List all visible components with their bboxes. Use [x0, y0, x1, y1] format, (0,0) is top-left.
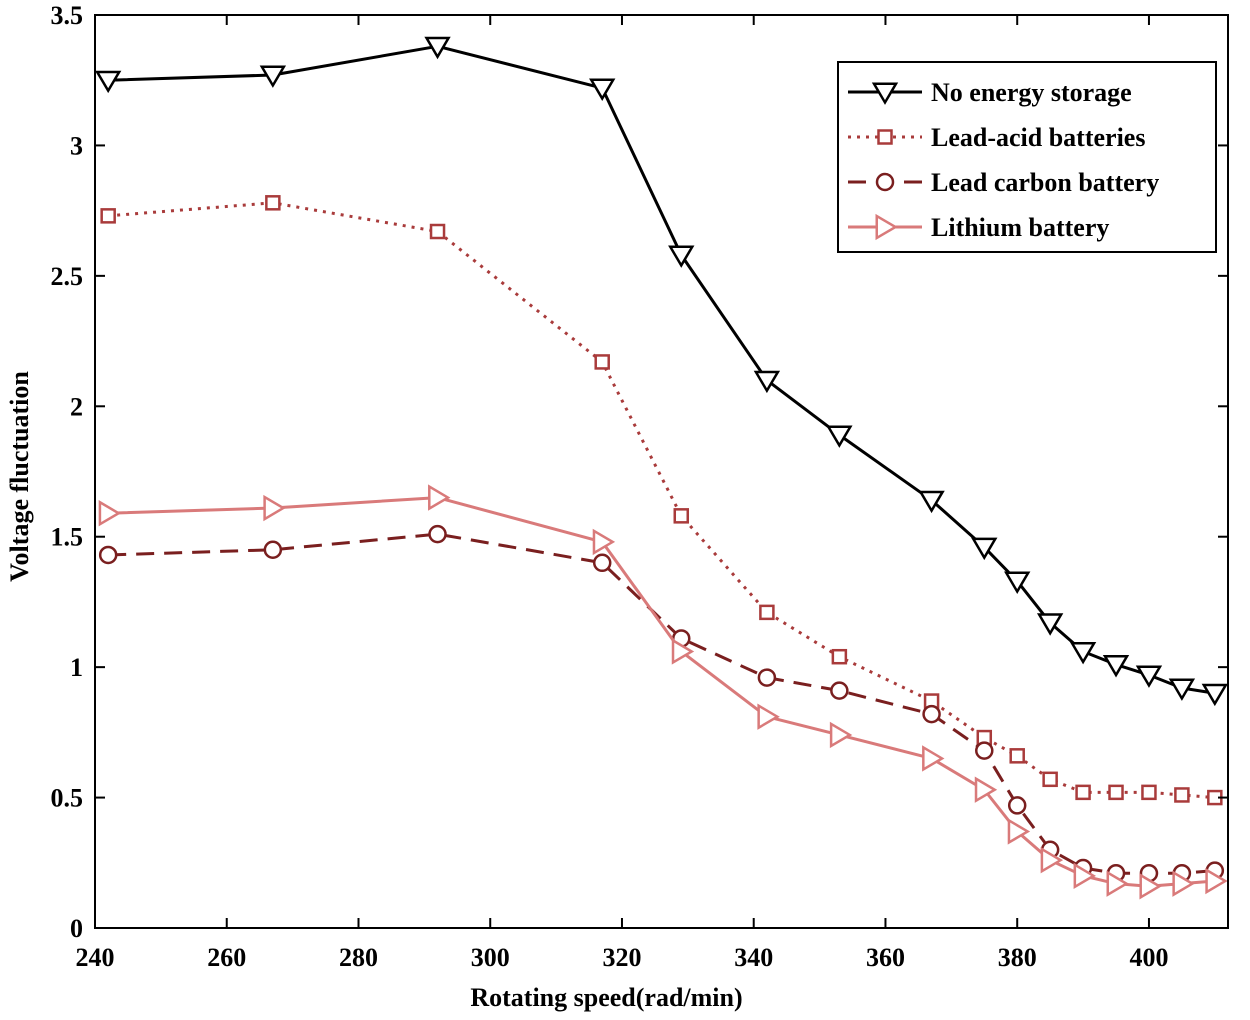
data-point: [1069, 641, 1097, 665]
data-point: [1075, 784, 1091, 801]
data-point: [757, 668, 777, 687]
data-point: [428, 484, 451, 511]
y-tick-label: 3.5: [51, 1, 84, 30]
x-tick-label: 300: [471, 943, 510, 972]
x-tick-label: 360: [866, 943, 905, 972]
data-point: [918, 490, 945, 514]
y-tick-label: 0.5: [51, 784, 84, 813]
x-tick-label: 400: [1129, 943, 1168, 972]
legend: No energy storage Lead-acid batteries Lead…: [837, 61, 1217, 253]
legend-label: Lithium battery: [931, 213, 1109, 242]
y-tick-label: 2.5: [51, 262, 84, 291]
series-line: [108, 44, 1216, 695]
legend-entry: Lead carbon battery: [848, 168, 1159, 197]
data-point: [1007, 796, 1027, 815]
legend-box: [837, 61, 1217, 253]
data-point: [1139, 873, 1162, 900]
data-point: [671, 638, 695, 665]
axes: 240 260 280 300 320 340 360 380 400 0 0.5 1 1.5 2 2.5 3…: [5, 1, 1229, 1012]
data-point: [263, 494, 286, 522]
data-point: [98, 500, 122, 527]
data-point: [1073, 862, 1096, 890]
data-point: [594, 354, 610, 370]
data-point: [100, 208, 116, 224]
data-point: [1172, 870, 1195, 897]
data-point: [1042, 771, 1058, 788]
data-point: [263, 540, 283, 560]
data-point: [1102, 655, 1130, 678]
data-point: [259, 65, 287, 88]
legend-marker: [877, 129, 893, 145]
data-point: [975, 741, 994, 760]
series-line: [108, 532, 1215, 875]
data-point: [1106, 870, 1129, 897]
x-tick-label: 340: [734, 943, 773, 972]
series-no-energy-storage: [94, 36, 1229, 707]
data-point: [668, 245, 695, 268]
y-tick-label: 2: [70, 392, 83, 421]
data-point: [1108, 784, 1124, 801]
data-point: [1004, 571, 1031, 594]
y-tick-label: 1.5: [51, 523, 84, 552]
data-point: [589, 78, 616, 101]
data-point: [592, 528, 616, 556]
legend-label: No energy storage: [931, 78, 1132, 107]
series-lead-carbon-battery: [98, 524, 1225, 883]
data-point: [826, 425, 853, 448]
data-point: [971, 537, 998, 561]
data-point: [429, 223, 446, 240]
legend-entry: Lithium battery: [848, 213, 1109, 242]
data-point: [922, 704, 941, 724]
series-line: [108, 201, 1215, 800]
data-point: [922, 745, 945, 772]
data-point: [673, 508, 690, 524]
data-point: [1135, 665, 1163, 688]
legend-entry: Lead-acid batteries: [848, 123, 1145, 152]
data-point: [1201, 683, 1229, 707]
y-tick-label: 3: [70, 131, 83, 160]
x-tick-label: 320: [602, 943, 641, 972]
legend-label: Lead-acid batteries: [931, 123, 1145, 152]
data-point: [753, 370, 781, 394]
data-point: [1009, 748, 1025, 764]
x-tick-label: 240: [76, 943, 115, 972]
x-tick-label: 380: [998, 943, 1037, 972]
data-point: [592, 553, 612, 573]
x-tick-label: 260: [207, 943, 246, 972]
legend-marker: [875, 172, 895, 192]
x-axis-title: Rotating speed(rad/min): [470, 983, 742, 1012]
data-point: [1007, 818, 1031, 845]
data-point: [974, 776, 998, 803]
data-point: [424, 36, 451, 60]
data-point: [98, 545, 118, 565]
data-point: [1040, 846, 1064, 874]
y-axis-title: Voltage fluctuation: [5, 371, 34, 582]
x-tick-label: 280: [339, 943, 378, 972]
data-point: [829, 721, 853, 749]
data-point: [428, 524, 447, 544]
data-point: [1168, 678, 1196, 701]
data-point: [831, 648, 848, 665]
data-point: [265, 195, 281, 211]
data-point: [1141, 784, 1157, 801]
legend-marker: [875, 213, 898, 241]
y-tick-label: 0: [70, 914, 83, 943]
y-tick-label: 1: [70, 653, 83, 682]
data-point: [1174, 787, 1190, 803]
data-point: [830, 681, 849, 700]
plot-area: [94, 36, 1229, 900]
data-point: [1205, 867, 1228, 895]
data-point: [94, 70, 122, 94]
axes-frame: [94, 14, 1229, 929]
data-point: [1036, 613, 1064, 636]
data-point: [759, 604, 775, 621]
legend-marker: [871, 82, 899, 105]
legend-entry: No energy storage: [848, 78, 1132, 107]
series-lithium-battery: [98, 484, 1228, 900]
series-line: [108, 496, 1215, 888]
data-point: [757, 703, 780, 730]
legend-label: Lead carbon battery: [931, 168, 1159, 197]
